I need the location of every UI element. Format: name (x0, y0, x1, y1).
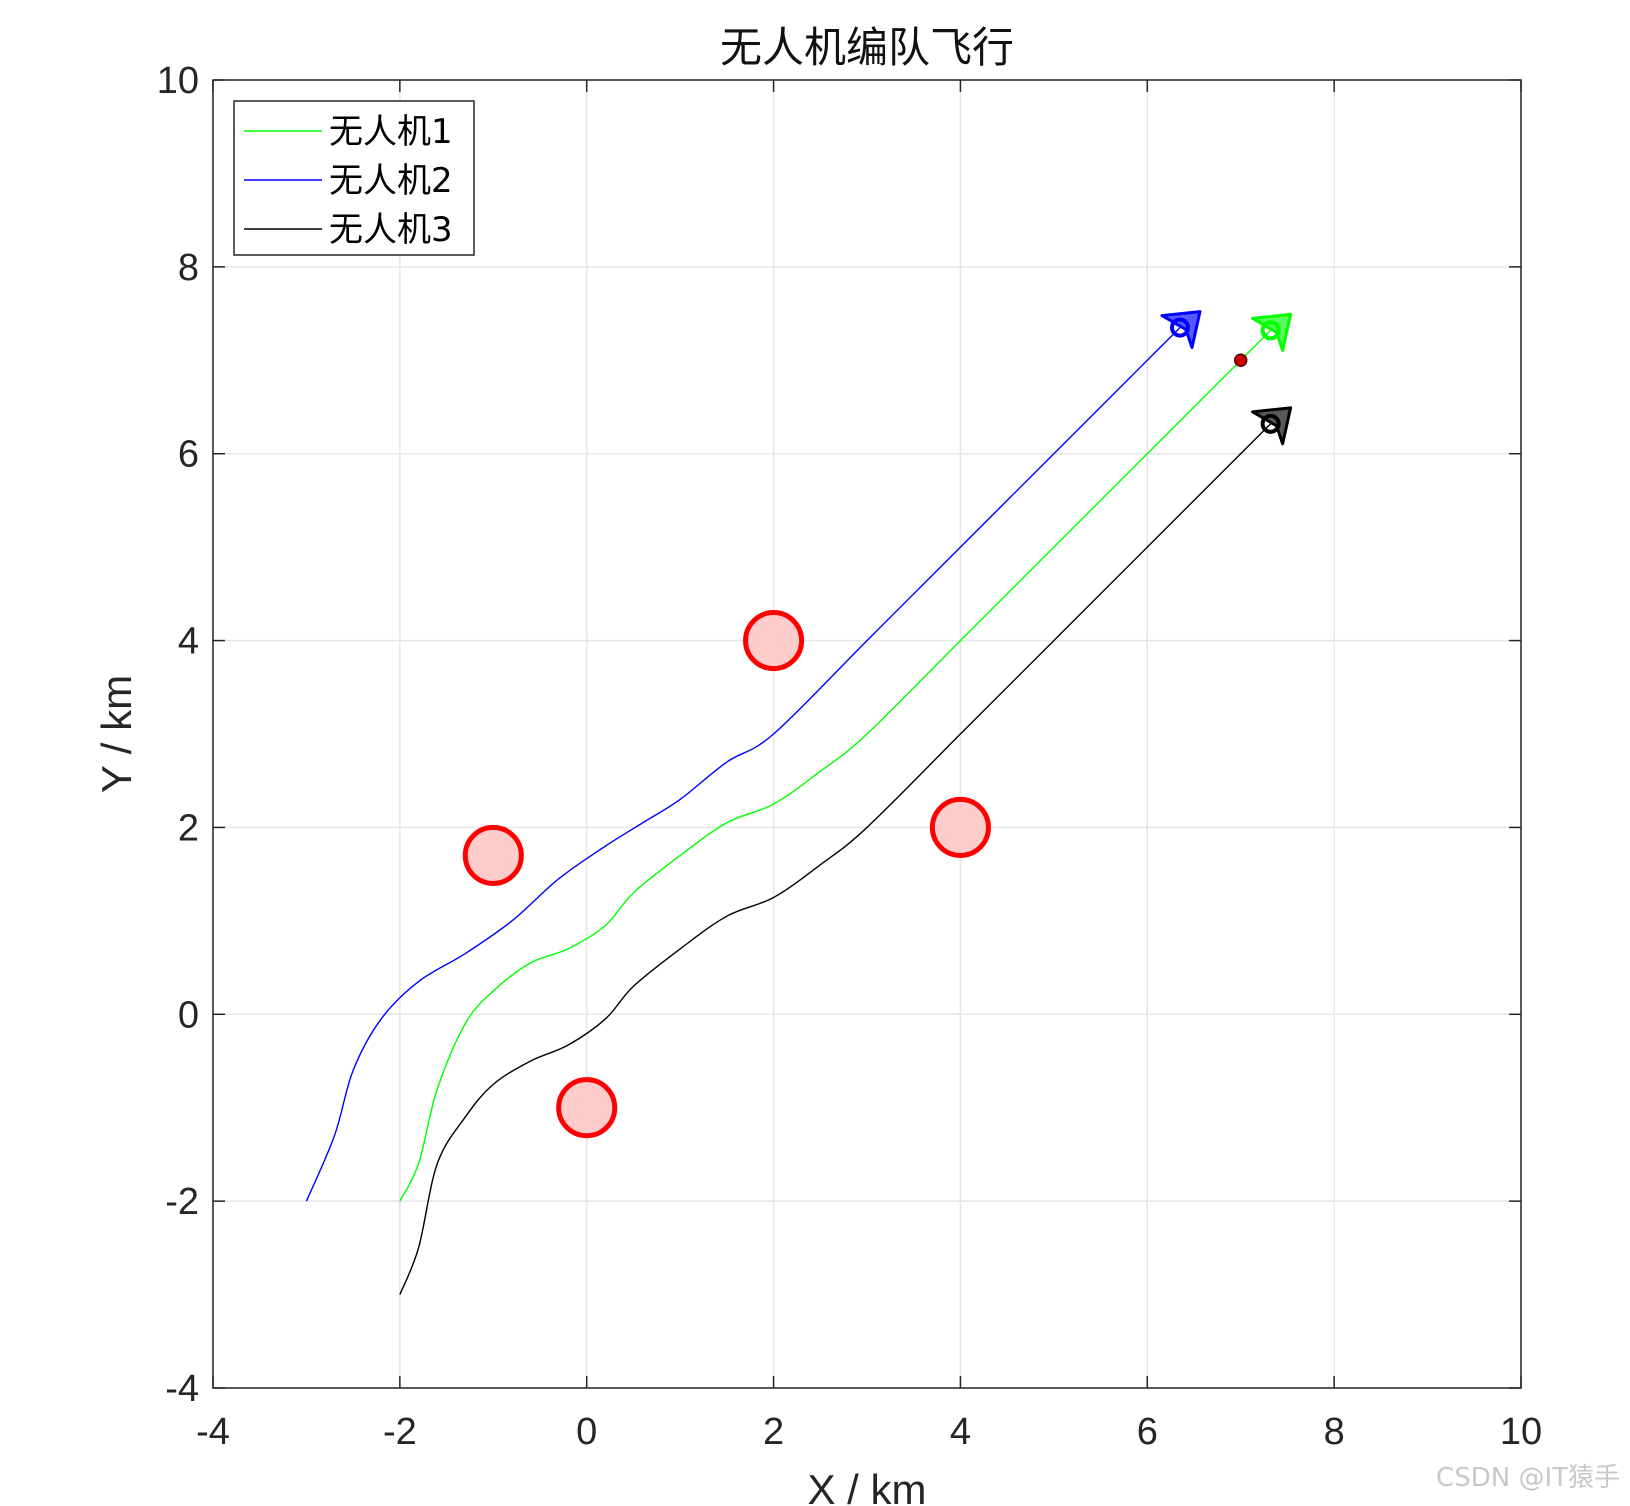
x-tick-label: 0 (576, 1411, 597, 1453)
x-tick-label: 4 (950, 1411, 971, 1453)
x-tick-label: -2 (383, 1411, 417, 1453)
uav-arrow-icon (1251, 312, 1293, 352)
y-tick-label: 4 (178, 621, 199, 663)
y-tick-label: 2 (178, 807, 199, 849)
trajectory-line (399, 423, 1272, 1295)
y-axis-label: Y / km (93, 675, 140, 793)
watermark: CSDN @IT猿手 (1436, 1463, 1620, 1493)
uav-position-circle (1260, 320, 1281, 341)
plot-frame (212, 79, 1522, 1389)
chart-title: 无人机编队飞行 (720, 23, 1014, 72)
obstacle-circle (929, 796, 991, 858)
x-tick-label: 8 (1324, 1411, 1345, 1453)
obstacle-circle (743, 610, 805, 672)
obstacle-circle (462, 824, 524, 886)
uav-marker (1251, 406, 1293, 446)
y-tick-label: 6 (178, 434, 199, 476)
trajectories (305, 327, 1272, 1295)
uav-position-circle (1260, 413, 1281, 434)
x-tick-label: 6 (1137, 1411, 1158, 1453)
x-tick-label: 2 (763, 1411, 784, 1453)
y-tick-label: 8 (178, 247, 199, 289)
uav-position-circle (1169, 317, 1190, 338)
legend: 无人机1 无人机2 无人机3 (233, 100, 475, 256)
axis-ticks: -4 -2 0 2 4 6 8 10 -4 -2 0 2 4 6 8 10 (157, 60, 1542, 1453)
trajectory-line (305, 327, 1181, 1202)
x-tick-label: 10 (1500, 1411, 1542, 1453)
y-tick-label: 0 (178, 994, 199, 1036)
obstacles (462, 610, 991, 1139)
uav-marker (1251, 312, 1293, 352)
uav-marker (1160, 310, 1202, 350)
legend-label: 无人机2 (329, 161, 453, 201)
legend-label: 无人机1 (329, 112, 453, 152)
uav-arrow-icon (1160, 310, 1202, 350)
x-axis-label: X / km (807, 1466, 926, 1506)
y-tick-label: -4 (165, 1368, 199, 1410)
y-tick-label: -2 (165, 1181, 199, 1223)
x-tick-label: -4 (196, 1411, 230, 1453)
uav-markers (1160, 310, 1293, 446)
obstacle-circle (556, 1077, 618, 1139)
target-point (1233, 353, 1248, 368)
trajectory-line (399, 329, 1272, 1202)
legend-label: 无人机3 (329, 210, 453, 250)
uav-arrow-icon (1251, 406, 1293, 446)
y-tick-label: 10 (157, 60, 199, 102)
